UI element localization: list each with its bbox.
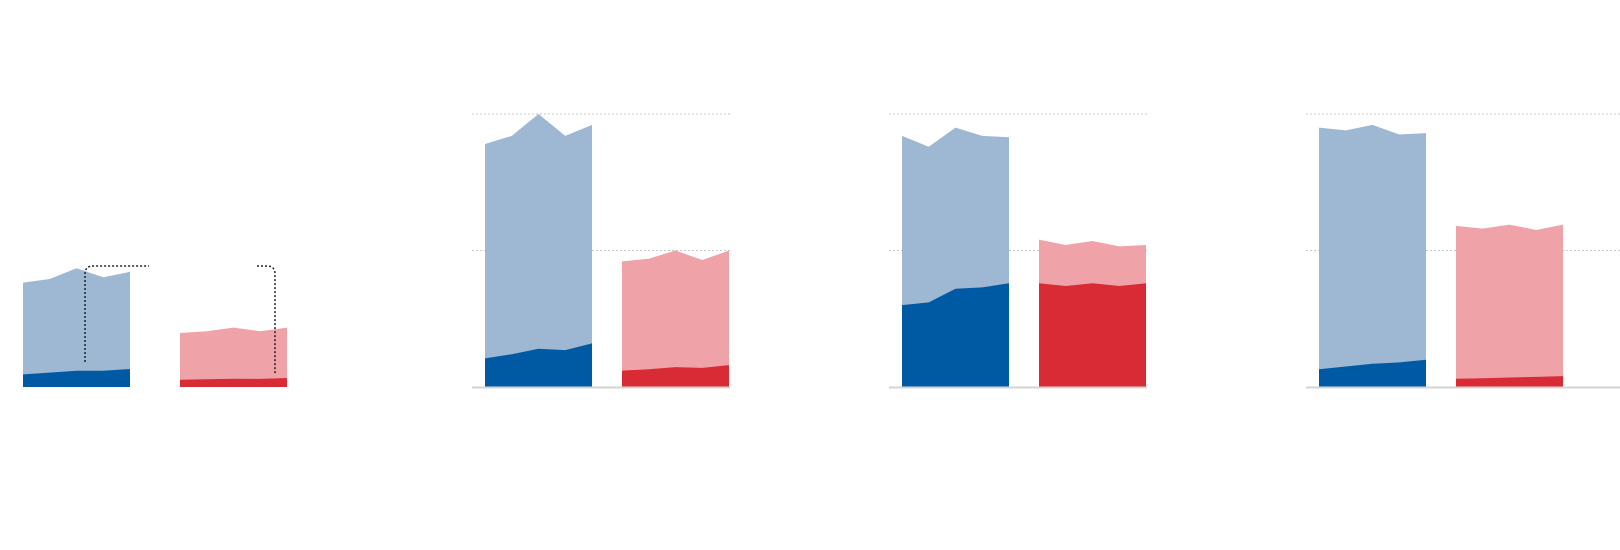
blue-share-area: [23, 369, 130, 387]
red-share-area: [622, 365, 729, 387]
chart-panel-3: [889, 113, 1147, 389]
blue-total-area: [1319, 124, 1426, 388]
red-total-area: [622, 250, 729, 387]
red-total-area: [180, 327, 287, 387]
chart-panel-4: [1306, 113, 1620, 389]
red-share-area: [180, 378, 287, 387]
blue-share-area: [1319, 359, 1426, 387]
chart-panel-1: [23, 265, 287, 387]
red-share-area: [1456, 376, 1563, 387]
blue-total-area: [23, 268, 130, 387]
annotation-bracket-blue: [84, 265, 149, 362]
red-share-area: [1039, 283, 1146, 387]
blue-total-area: [485, 114, 592, 387]
blue-share-area: [902, 283, 1009, 387]
annotation-bracket-red: [257, 265, 276, 375]
chart-panel-2: [472, 113, 730, 389]
blue-share-area: [485, 343, 592, 387]
red-total-area: [1456, 224, 1563, 387]
